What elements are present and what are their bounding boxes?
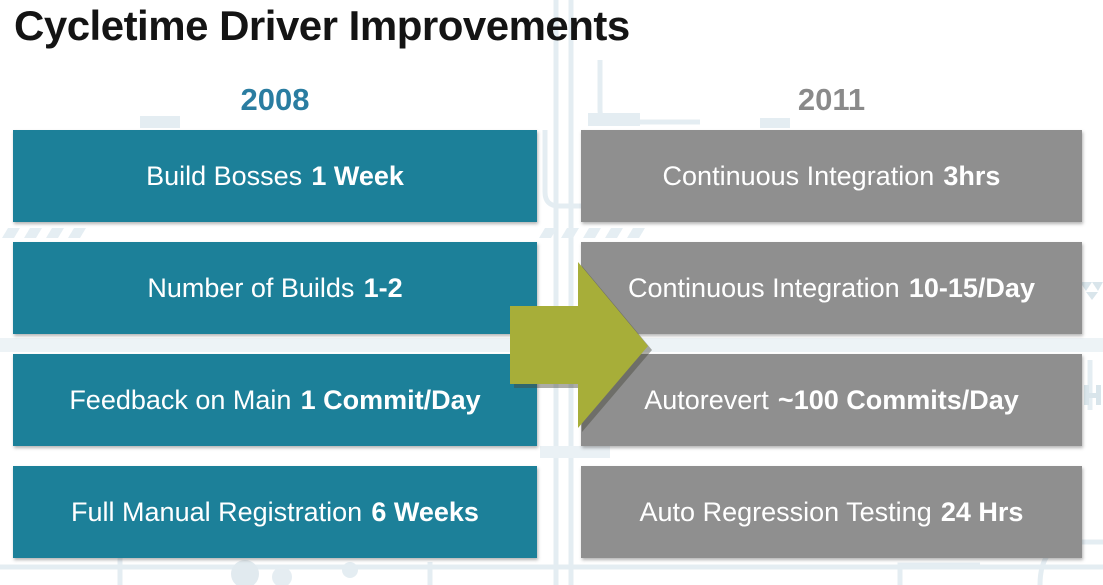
list-item-build-bosses: Build Bosses 1 Week bbox=[13, 130, 537, 222]
item-value: 1 Week bbox=[311, 160, 404, 191]
column-header-2011: 2011 bbox=[797, 82, 866, 117]
item-label: Continuous Integration bbox=[662, 160, 935, 191]
list-item-number-of-builds: Number of Builds 1-2 bbox=[13, 242, 537, 334]
item-value: 6 Weeks bbox=[371, 496, 479, 527]
column-2011: Continuous Integration 3hrs Continuous I… bbox=[581, 130, 1082, 558]
item-value: 3hrs bbox=[943, 160, 1001, 191]
list-item-autorevert: Autorevert ~100 Commits/Day bbox=[581, 354, 1082, 446]
item-label: Number of Builds bbox=[147, 272, 355, 303]
item-label: Autorevert bbox=[644, 384, 769, 415]
column-header-2008: 2008 bbox=[240, 82, 310, 117]
list-item-full-manual-registration: Full Manual Registration 6 Weeks bbox=[13, 466, 537, 558]
item-value: 1-2 bbox=[363, 272, 403, 303]
list-item-continuous-integration-daily: Continuous Integration 10-15/Day bbox=[581, 242, 1082, 334]
list-item-auto-regression-testing: Auto Regression Testing 24 Hrs bbox=[581, 466, 1082, 558]
list-item-continuous-integration-3hrs: Continuous Integration 3hrs bbox=[581, 130, 1082, 222]
item-label: Auto Regression Testing bbox=[639, 496, 932, 527]
item-value: ~100 Commits/Day bbox=[777, 384, 1019, 415]
list-item-feedback-on-main: Feedback on Main 1 Commit/Day bbox=[13, 354, 537, 446]
item-label: Continuous Integration bbox=[628, 272, 900, 303]
item-value: 10-15/Day bbox=[908, 272, 1035, 303]
item-label: Full Manual Registration bbox=[71, 496, 363, 527]
item-label: Build Bosses bbox=[146, 160, 303, 191]
column-2008: Build Bosses 1 Week Number of Builds 1-2… bbox=[13, 130, 537, 558]
right-arrow-icon bbox=[510, 262, 652, 432]
page-title: Cycletime Driver Improvements bbox=[14, 2, 630, 49]
item-value: 1 Commit/Day bbox=[300, 384, 481, 415]
item-label: Feedback on Main bbox=[69, 384, 292, 415]
right-arrow-shape bbox=[510, 262, 648, 428]
item-value: 24 Hrs bbox=[940, 496, 1024, 527]
